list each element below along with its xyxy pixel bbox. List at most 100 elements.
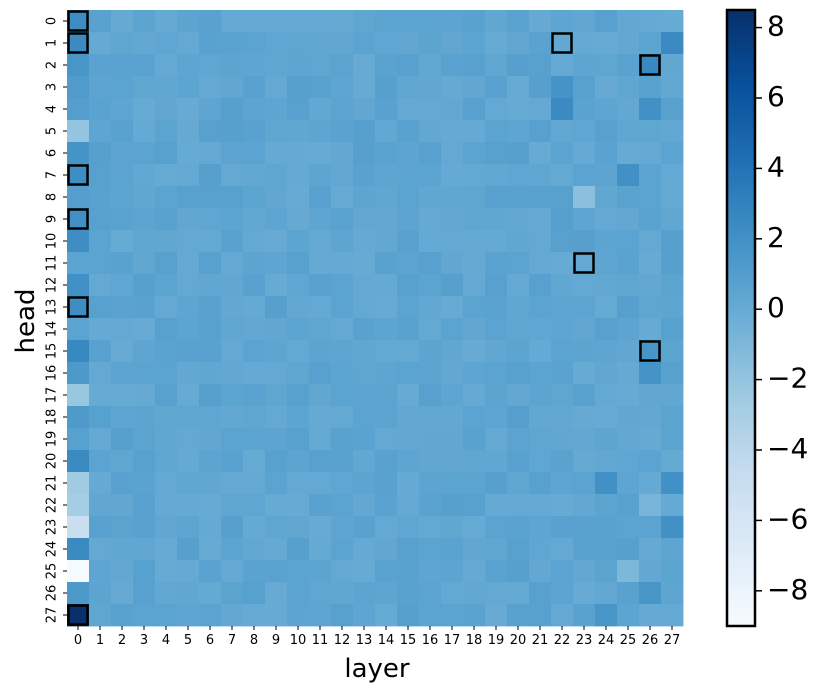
heatmap-cell [639, 274, 662, 297]
heatmap-cell [89, 10, 112, 33]
heatmap-cell [331, 142, 354, 165]
heatmap-cell [331, 120, 354, 143]
heatmap-cell [551, 230, 574, 253]
heatmap-cell [397, 32, 420, 55]
heatmap-cell [661, 274, 684, 297]
heatmap-cell [463, 98, 486, 121]
heatmap-cell [661, 10, 684, 33]
heatmap-cell [155, 516, 178, 539]
heatmap-cell [177, 582, 200, 605]
heatmap-cell [661, 98, 684, 121]
heatmap-cell [595, 54, 618, 77]
heatmap-cell [243, 142, 266, 165]
heatmap-cell [265, 10, 288, 33]
heatmap-cell [551, 494, 574, 517]
heatmap-cell [111, 406, 134, 429]
heatmap-cell [507, 362, 530, 385]
heatmap-cell [265, 450, 288, 473]
x-tick-label: 21 [532, 633, 549, 648]
heatmap-cell [155, 428, 178, 451]
heatmap-cell [111, 604, 134, 627]
heatmap-cell [353, 120, 376, 143]
heatmap-cell [265, 472, 288, 495]
x-tick-label: 7 [228, 633, 236, 648]
heatmap-cell [155, 472, 178, 495]
heatmap-cell [375, 164, 398, 187]
heatmap-cell [441, 32, 464, 55]
heatmap-cell [573, 494, 596, 517]
heatmap-cell [617, 472, 640, 495]
heatmap-cell [485, 274, 508, 297]
y-tick-label: 13 [45, 299, 60, 316]
y-tick-label: 19 [45, 431, 60, 448]
heatmap-cell [419, 208, 442, 231]
heatmap-cell [243, 516, 266, 539]
heatmap-cell [419, 142, 442, 165]
heatmap-cell [133, 296, 156, 319]
heatmap-cell [551, 76, 574, 99]
heatmap-cell [133, 164, 156, 187]
heatmap-cell [639, 76, 662, 99]
heatmap-cell [89, 76, 112, 99]
heatmap-cell [309, 538, 332, 561]
heatmap-cell [397, 120, 420, 143]
heatmap-cell [177, 428, 200, 451]
heatmap-cell [595, 406, 618, 429]
heatmap-cell [89, 428, 112, 451]
heatmap-cell [463, 494, 486, 517]
heatmap-cell [133, 208, 156, 231]
heatmap-cell [199, 274, 222, 297]
heatmap-cell [639, 164, 662, 187]
heatmap-cell [419, 186, 442, 209]
heatmap-cell [573, 164, 596, 187]
heatmap-cell [89, 472, 112, 495]
heatmap-cell [155, 494, 178, 517]
heatmap-cell [221, 472, 244, 495]
heatmap-cell [507, 296, 530, 319]
x-tick-label: 22 [554, 633, 571, 648]
heatmap-cell [441, 252, 464, 275]
highlight-box [67, 604, 89, 626]
heatmap-cell [397, 494, 420, 517]
heatmap-cell [287, 76, 310, 99]
heatmap-cell [463, 230, 486, 253]
heatmap-cell [67, 428, 90, 451]
x-tick-label: 19 [488, 633, 505, 648]
heatmap-cell [441, 582, 464, 605]
heatmap-cell [287, 164, 310, 187]
heatmap-cell [331, 76, 354, 99]
heatmap-cell [67, 384, 90, 407]
heatmap-cell [221, 428, 244, 451]
heatmap-cell [243, 120, 266, 143]
heatmap-cell [441, 76, 464, 99]
heatmap-cell [595, 450, 618, 473]
heatmap-cell [397, 406, 420, 429]
heatmap-cell [67, 10, 90, 33]
y-tick-label: 1 [45, 39, 60, 47]
heatmap-cell [309, 384, 332, 407]
heatmap-cell [507, 120, 530, 143]
heatmap-cell [529, 10, 552, 33]
heatmap-cell [661, 604, 684, 627]
heatmap-cell [463, 604, 486, 627]
heatmap-cell [507, 76, 530, 99]
heatmap-cell [507, 32, 530, 55]
y-tick-label: 20 [45, 453, 60, 470]
heatmap-cell [595, 208, 618, 231]
heatmap-cell [463, 340, 486, 363]
heatmap-cell [617, 164, 640, 187]
heatmap-cell [265, 494, 288, 517]
heatmap-cell [551, 538, 574, 561]
heatmap-cell [529, 362, 552, 385]
heatmap-cell [375, 472, 398, 495]
y-tick-label: 0 [45, 17, 60, 25]
heatmap-cell [661, 384, 684, 407]
heatmap-cell [419, 252, 442, 275]
heatmap-cell [529, 98, 552, 121]
heatmap-cell [353, 406, 376, 429]
heatmap-cell [265, 230, 288, 253]
heatmap-cell [199, 604, 222, 627]
heatmap-cell [441, 230, 464, 253]
heatmap-cell [639, 32, 662, 55]
heatmap-cell [595, 186, 618, 209]
